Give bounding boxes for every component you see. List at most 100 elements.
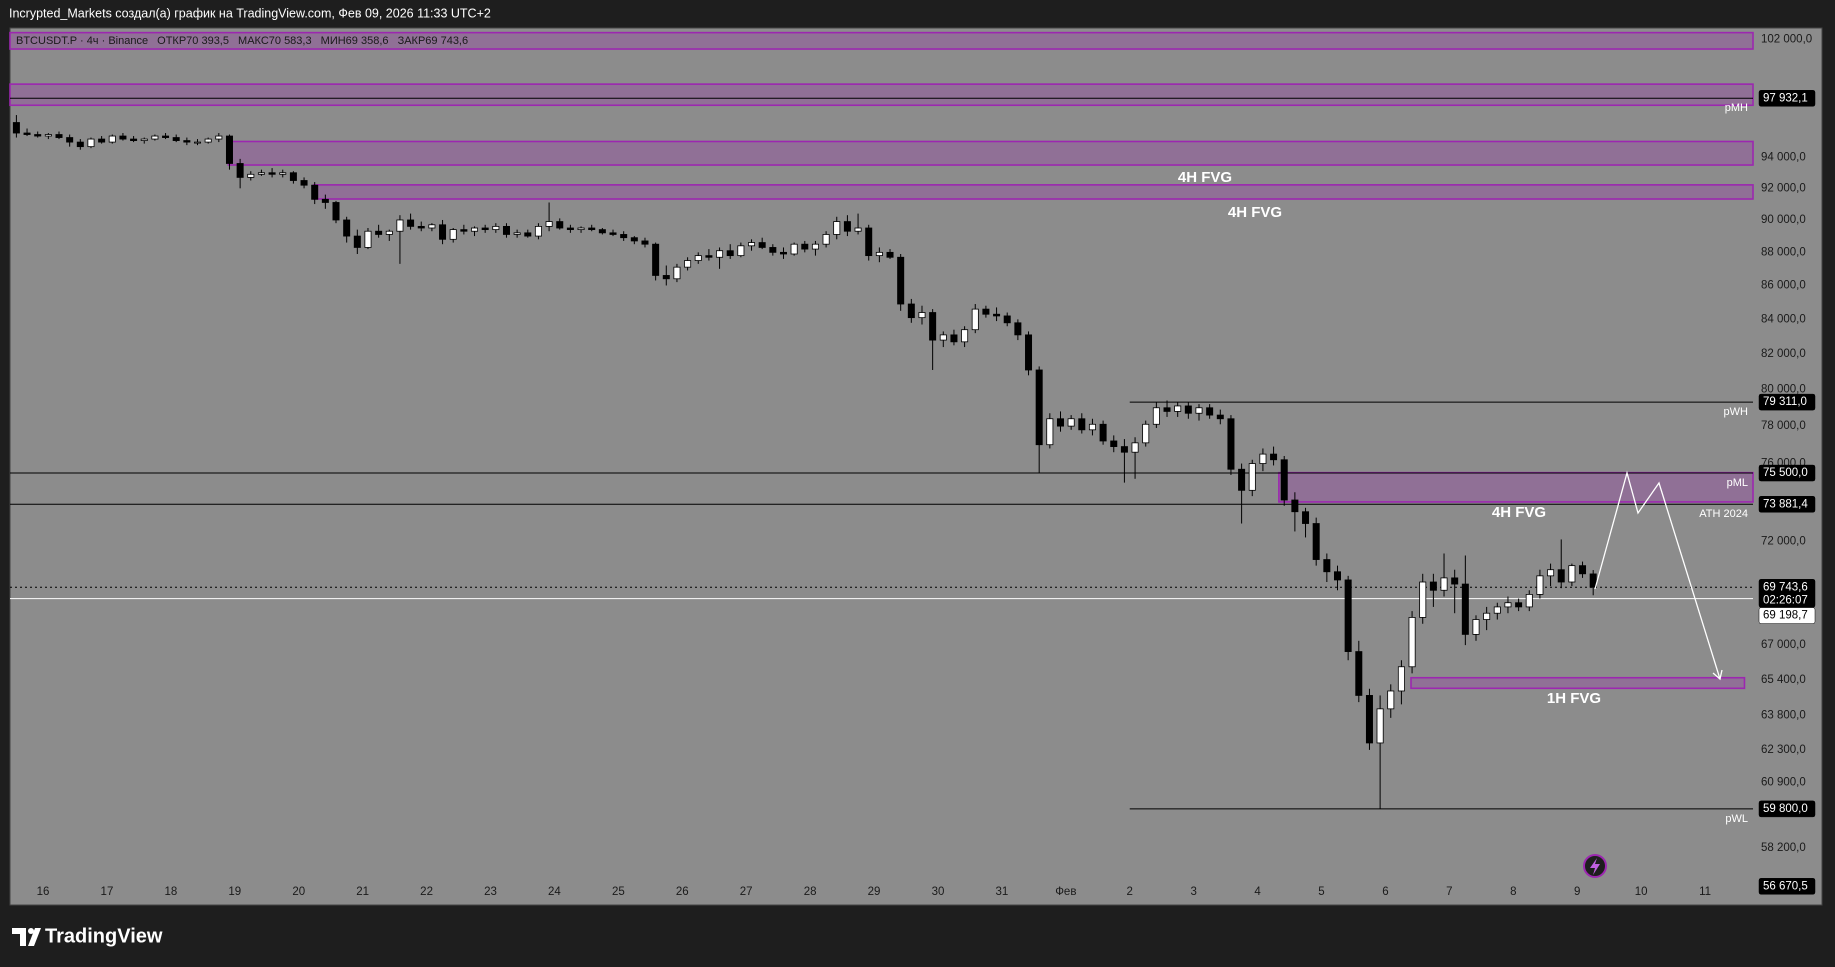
candle-body [1515, 602, 1523, 608]
candle-body [694, 255, 702, 261]
candle-body [1035, 369, 1043, 446]
x-tick-label: 10 [1635, 886, 1648, 898]
candle-body [12, 122, 20, 134]
projection-arrowhead [1712, 669, 1723, 681]
candle-body [524, 232, 532, 237]
alert-icon[interactable] [1583, 854, 1607, 878]
x-tick-label: 26 [676, 886, 689, 898]
projection-path [1594, 470, 1721, 680]
price-marker [1758, 579, 1816, 608]
price-marker-label: 75 500,0 [1763, 467, 1808, 479]
candle-body [279, 172, 287, 175]
candle-body [268, 172, 276, 175]
candle-body [1270, 453, 1278, 461]
x-tick-label: 19 [228, 886, 241, 898]
candle-body [130, 138, 138, 141]
y-tick-label: 67 000,0 [1761, 639, 1806, 651]
candle-body [23, 132, 31, 135]
y-tick-label: 92 000,0 [1761, 182, 1806, 194]
fvg-zone [9, 83, 1754, 107]
y-tick-label: 102 000,0 [1761, 34, 1812, 46]
candle-body [140, 138, 148, 141]
legend-low: МИН69 358,6 [321, 35, 389, 47]
candle-body [119, 135, 127, 140]
candle-body [194, 141, 202, 144]
candle-body [215, 135, 223, 140]
zone-label: 4H FVG [1228, 204, 1282, 221]
candle-body [513, 232, 521, 235]
candle-body [1536, 575, 1544, 595]
candle-body [66, 137, 74, 143]
candle-body [897, 256, 905, 305]
candle-body [417, 225, 425, 229]
brand: TradingView [45, 925, 163, 947]
candle-body [1120, 446, 1128, 453]
zone-label: 1H FVG [1547, 690, 1601, 707]
line-tag: ATH 2024 [1699, 508, 1748, 520]
x-tick-label: 16 [37, 886, 50, 898]
candle-body [1291, 499, 1299, 513]
y-tick-label: 72 000,0 [1761, 535, 1806, 547]
x-tick-label: Фев [1055, 886, 1076, 898]
candle-body [1451, 577, 1459, 585]
y-tick-label: 82 000,0 [1761, 348, 1806, 360]
candle-body [311, 184, 319, 200]
y-tick-label: 58 200,0 [1761, 842, 1806, 854]
candle-body [758, 242, 766, 248]
candle-body [1493, 606, 1501, 614]
candle-body [1547, 569, 1555, 577]
candle-body [98, 138, 106, 143]
axes: 102 000,0 94 000,0 92 000,0 90 000,0 88 000,… [37, 34, 1816, 898]
zone-label: 4H FVG [1178, 169, 1232, 186]
countdown: 02:26:07 [1763, 594, 1808, 606]
candle-body [300, 180, 308, 186]
candle-body [34, 134, 42, 137]
fvg-zone [9, 31, 1754, 50]
x-tick-label: 30 [932, 886, 945, 898]
fvg-zone [1278, 471, 1754, 503]
candle-body [364, 230, 372, 248]
x-tick-label: 24 [548, 886, 561, 898]
candle-body [172, 137, 180, 141]
candle-body [1365, 695, 1373, 744]
candle-body [886, 251, 894, 258]
x-tick-label: 25 [612, 886, 625, 898]
y-tick-label: 63 800,0 [1761, 710, 1806, 722]
candle-body [1387, 690, 1395, 710]
candle-body [1067, 418, 1075, 427]
price-marker-label: 56 670,5 [1763, 880, 1808, 892]
candle-body [1099, 423, 1107, 442]
legend-open: ОТКР70 393,5 [157, 35, 229, 47]
legend-high: МАКС70 583,3 [238, 35, 312, 47]
y-tick-label: 84 000,0 [1761, 313, 1806, 325]
candle-body [428, 224, 436, 229]
x-tick-label: 31 [995, 886, 1008, 898]
x-tick-label: 4 [1254, 886, 1261, 898]
y-tick-label: 78 000,0 [1761, 420, 1806, 432]
x-tick-label: 22 [420, 886, 433, 898]
y-tick-label: 86 000,0 [1761, 279, 1806, 291]
candle-body [1461, 583, 1469, 635]
attribution: Incrypted_Markets создал(а) график на Tr… [9, 6, 491, 20]
candle-body [1302, 511, 1310, 524]
candle-body [1568, 565, 1576, 583]
candle-body [1216, 414, 1224, 420]
candle-body [1397, 666, 1405, 692]
candle-body [1046, 418, 1054, 446]
x-tick-label: 3 [1190, 886, 1196, 898]
price-marker-label: 59 800,0 [1763, 803, 1808, 815]
candle-body [1174, 405, 1182, 412]
candle-body [843, 221, 851, 232]
candle-body [545, 221, 553, 227]
price-marker [1758, 464, 1816, 482]
line-tag: pWH [1724, 406, 1749, 418]
fvg-zone [1410, 676, 1746, 690]
chart-pane [9, 27, 1823, 906]
price-marker [1758, 607, 1816, 624]
candle-body [439, 224, 447, 240]
price-marker-label: 69 198,7 [1763, 610, 1808, 622]
candle-body [1152, 407, 1160, 425]
candle-body [801, 243, 809, 250]
candle-body [748, 242, 756, 247]
